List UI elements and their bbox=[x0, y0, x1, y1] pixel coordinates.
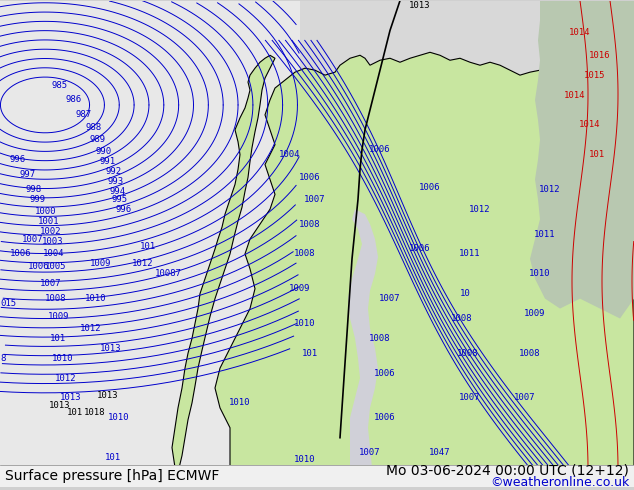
Text: 1016: 1016 bbox=[589, 51, 611, 60]
Text: 1006: 1006 bbox=[374, 368, 396, 378]
Polygon shape bbox=[0, 0, 300, 488]
Text: 1002: 1002 bbox=[40, 226, 61, 236]
Text: 1001: 1001 bbox=[38, 217, 60, 226]
Text: 10087: 10087 bbox=[155, 270, 182, 278]
Text: 1007: 1007 bbox=[40, 279, 61, 288]
Text: 1007: 1007 bbox=[359, 448, 381, 457]
Text: 1006: 1006 bbox=[369, 145, 391, 154]
Text: 995: 995 bbox=[112, 195, 128, 204]
Text: 1013: 1013 bbox=[410, 1, 430, 10]
Text: 998: 998 bbox=[25, 185, 41, 194]
Text: 1009: 1009 bbox=[48, 312, 70, 321]
Text: 1008: 1008 bbox=[451, 314, 473, 323]
Polygon shape bbox=[0, 466, 634, 488]
Text: 1012: 1012 bbox=[55, 373, 77, 383]
Text: 1008: 1008 bbox=[457, 349, 479, 358]
Text: 1008: 1008 bbox=[369, 334, 391, 343]
Text: 992: 992 bbox=[105, 167, 121, 176]
Text: 1012: 1012 bbox=[80, 324, 101, 333]
Polygon shape bbox=[215, 52, 634, 488]
Text: 988: 988 bbox=[85, 123, 101, 132]
Text: 985: 985 bbox=[52, 80, 68, 90]
Text: 1006: 1006 bbox=[28, 262, 49, 271]
Text: 986: 986 bbox=[65, 96, 81, 104]
Text: 1005: 1005 bbox=[45, 262, 67, 271]
Text: 996: 996 bbox=[115, 205, 131, 214]
Text: 991: 991 bbox=[100, 157, 116, 166]
Text: 101: 101 bbox=[105, 453, 121, 462]
Text: 1018: 1018 bbox=[84, 408, 106, 417]
Text: 8: 8 bbox=[0, 354, 5, 363]
Text: 101: 101 bbox=[302, 349, 318, 358]
Text: 1006: 1006 bbox=[374, 414, 396, 422]
Polygon shape bbox=[170, 55, 275, 488]
Text: 1006: 1006 bbox=[410, 245, 430, 253]
Text: 1011: 1011 bbox=[534, 230, 556, 239]
Text: 1013: 1013 bbox=[100, 344, 122, 353]
Text: 1013: 1013 bbox=[97, 392, 119, 400]
Text: 1010: 1010 bbox=[294, 455, 316, 464]
Text: 1009: 1009 bbox=[90, 259, 112, 269]
Text: 1014: 1014 bbox=[564, 91, 586, 99]
Text: 993: 993 bbox=[108, 177, 124, 186]
Text: 1008: 1008 bbox=[519, 349, 541, 358]
Text: Surface pressure [hPa] ECMWF: Surface pressure [hPa] ECMWF bbox=[5, 469, 219, 484]
Text: 1012: 1012 bbox=[469, 205, 491, 214]
Polygon shape bbox=[530, 0, 634, 318]
Text: 990: 990 bbox=[95, 147, 111, 156]
Text: ©weatheronline.co.uk: ©weatheronline.co.uk bbox=[489, 476, 629, 489]
Text: 1007: 1007 bbox=[379, 294, 401, 303]
Text: 1010: 1010 bbox=[85, 294, 107, 303]
Text: 1008: 1008 bbox=[294, 249, 316, 258]
Text: 1009: 1009 bbox=[289, 284, 311, 293]
Text: 996: 996 bbox=[10, 155, 26, 164]
Text: Mo 03-06-2024 00:00 UTC (12+12): Mo 03-06-2024 00:00 UTC (12+12) bbox=[386, 464, 629, 477]
Text: 1004: 1004 bbox=[43, 249, 65, 258]
Text: 1004: 1004 bbox=[279, 150, 301, 159]
Text: 989: 989 bbox=[90, 135, 106, 144]
Text: 10: 10 bbox=[460, 289, 470, 298]
Text: 101: 101 bbox=[140, 243, 156, 251]
Text: 1013: 1013 bbox=[60, 393, 82, 402]
Text: 987: 987 bbox=[75, 110, 91, 120]
Text: 1013: 1013 bbox=[49, 401, 71, 411]
Text: 1015: 1015 bbox=[585, 71, 605, 80]
Text: 1010: 1010 bbox=[230, 398, 251, 407]
Text: 1000: 1000 bbox=[35, 207, 56, 216]
Text: 1047: 1047 bbox=[429, 448, 451, 457]
Text: 1012: 1012 bbox=[132, 259, 153, 269]
Text: 101: 101 bbox=[67, 408, 83, 417]
Text: 1007: 1007 bbox=[304, 195, 326, 204]
Text: 1011: 1011 bbox=[459, 249, 481, 258]
Text: 1010: 1010 bbox=[108, 414, 129, 422]
Text: 1006: 1006 bbox=[10, 249, 32, 258]
Text: 1008: 1008 bbox=[45, 294, 67, 303]
Text: 1010: 1010 bbox=[529, 270, 551, 278]
Text: 1007: 1007 bbox=[22, 235, 44, 244]
Text: 1003: 1003 bbox=[42, 237, 63, 245]
Text: 1010: 1010 bbox=[52, 354, 74, 363]
Text: 997: 997 bbox=[20, 170, 36, 179]
Text: 1006: 1006 bbox=[299, 173, 321, 182]
Text: 994: 994 bbox=[110, 187, 126, 196]
Text: 1010: 1010 bbox=[294, 319, 316, 328]
Text: 1008: 1008 bbox=[299, 220, 321, 229]
Text: 1014: 1014 bbox=[579, 121, 601, 129]
Text: 1006: 1006 bbox=[419, 183, 441, 192]
Text: 1014: 1014 bbox=[569, 28, 591, 37]
Text: 101: 101 bbox=[50, 334, 66, 343]
Text: 999: 999 bbox=[30, 195, 46, 204]
Text: 1012: 1012 bbox=[540, 185, 560, 194]
Polygon shape bbox=[348, 209, 378, 488]
Text: 101: 101 bbox=[589, 150, 605, 159]
Text: 1007: 1007 bbox=[459, 393, 481, 402]
Text: 1009: 1009 bbox=[524, 309, 546, 318]
Text: 015: 015 bbox=[0, 299, 16, 308]
Text: 1007: 1007 bbox=[514, 393, 536, 402]
